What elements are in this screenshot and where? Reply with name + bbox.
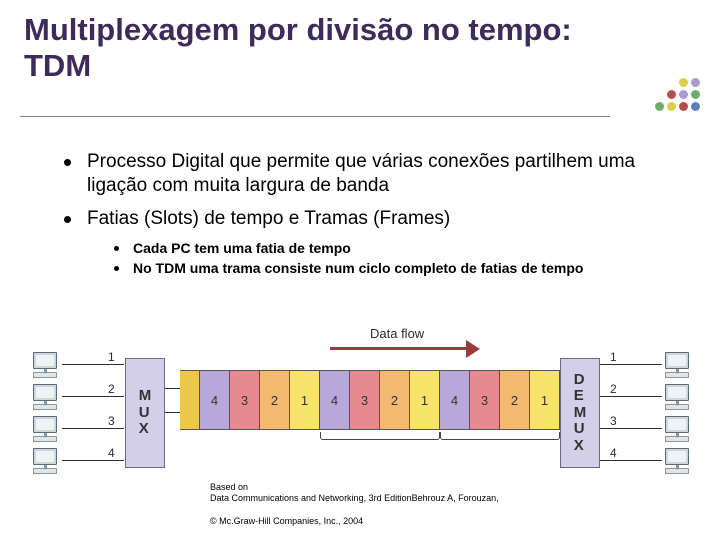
link-label: 3 (610, 414, 617, 428)
citation-text: Based on Data Communications and Network… (210, 482, 499, 504)
time-slot: 4 (200, 371, 230, 429)
citation-prefix: Based on (210, 482, 248, 492)
frame: 4321 (200, 371, 320, 429)
bullet-level1: Processo Digital que permite que várias … (64, 150, 680, 199)
bullet-marker (64, 159, 71, 166)
pc-icon (662, 352, 692, 380)
deco-dot (691, 102, 700, 111)
time-slot: 2 (380, 371, 410, 429)
deco-dot (691, 90, 700, 99)
deco-dot (679, 90, 688, 99)
bullet-level2: Cada PC tem uma fatia de tempo (114, 239, 680, 257)
link-line (62, 460, 124, 461)
frame: 4321 (320, 371, 440, 429)
frame: 4321 (440, 371, 560, 429)
frame-brace (320, 432, 440, 440)
mux-box: MUX (125, 358, 165, 468)
link-label: 4 (108, 446, 115, 460)
deco-dot (679, 78, 688, 87)
time-slot: 3 (230, 371, 260, 429)
pc-icon (662, 416, 692, 444)
link-label: 4 (610, 446, 617, 460)
decoration-dots (655, 78, 700, 111)
citation-line: Data Communications and Networking, 3rd … (210, 493, 499, 503)
time-slot: 1 (410, 371, 440, 429)
bullet-text: Cada PC tem uma fatia de tempo (133, 239, 351, 257)
pc-icon (30, 352, 60, 380)
time-slot: 3 (350, 371, 380, 429)
time-slot: 4 (320, 371, 350, 429)
time-slot: 2 (260, 371, 290, 429)
pc-icon (30, 448, 60, 476)
deco-dot (679, 102, 688, 111)
deco-dot (667, 90, 676, 99)
link-label: 2 (108, 382, 115, 396)
link-line (600, 460, 662, 461)
deco-dot (667, 102, 676, 111)
bullet-list: Processo Digital que permite que várias … (44, 150, 680, 279)
bullet-text: Fatias (Slots) de tempo e Tramas (Frames… (87, 207, 450, 231)
copyright-text: © Mc.Graw-Hill Companies, Inc., 2004 (210, 516, 363, 526)
time-slot: 1 (530, 371, 560, 429)
arrow-head-icon (466, 340, 480, 358)
deco-dot (691, 78, 700, 87)
pc-icon (30, 384, 60, 412)
partial-slot-left (180, 371, 200, 429)
pc-icon (662, 384, 692, 412)
link-label: 3 (108, 414, 115, 428)
pc-icon (30, 416, 60, 444)
dataflow-arrow (330, 340, 480, 358)
bullet-marker (64, 216, 71, 223)
slide-title: Multiplexagem por divisão no tempo: TDM (24, 12, 584, 83)
frame-brace (440, 432, 560, 440)
slide: Multiplexagem por divisão no tempo: TDM … (0, 0, 720, 540)
bullet-text: Processo Digital que permite que várias … (87, 150, 680, 199)
link-label: 1 (610, 350, 617, 364)
link-line (62, 396, 124, 397)
link-label: 1 (108, 350, 115, 364)
demux-box: DEMUX (560, 358, 600, 468)
frame-strip: 432143214321 (180, 370, 560, 430)
link-line (600, 364, 662, 365)
dataflow-label: Data flow (370, 326, 424, 341)
pc-icon (662, 448, 692, 476)
bullet-marker (114, 246, 119, 251)
tdm-diagram: 1234 1234 MUX DEMUX Data flow 4321432143… (30, 340, 690, 490)
bullet-level2: No TDM uma trama consiste num ciclo comp… (114, 259, 680, 277)
link-line (600, 428, 662, 429)
bullet-marker (114, 266, 119, 271)
time-slot: 2 (500, 371, 530, 429)
link-line (600, 396, 662, 397)
time-slot: 3 (470, 371, 500, 429)
link-line (62, 428, 124, 429)
bullet-sublist: Cada PC tem uma fatia de tempo No TDM um… (114, 239, 680, 277)
deco-dot (655, 102, 664, 111)
arrow-shaft (330, 347, 468, 350)
bullet-text: No TDM uma trama consiste num ciclo comp… (133, 259, 583, 277)
time-slot: 1 (290, 371, 320, 429)
time-slot: 4 (440, 371, 470, 429)
title-underline (20, 116, 610, 117)
link-line (62, 364, 124, 365)
bullet-level1: Fatias (Slots) de tempo e Tramas (Frames… (64, 207, 680, 231)
link-label: 2 (610, 382, 617, 396)
